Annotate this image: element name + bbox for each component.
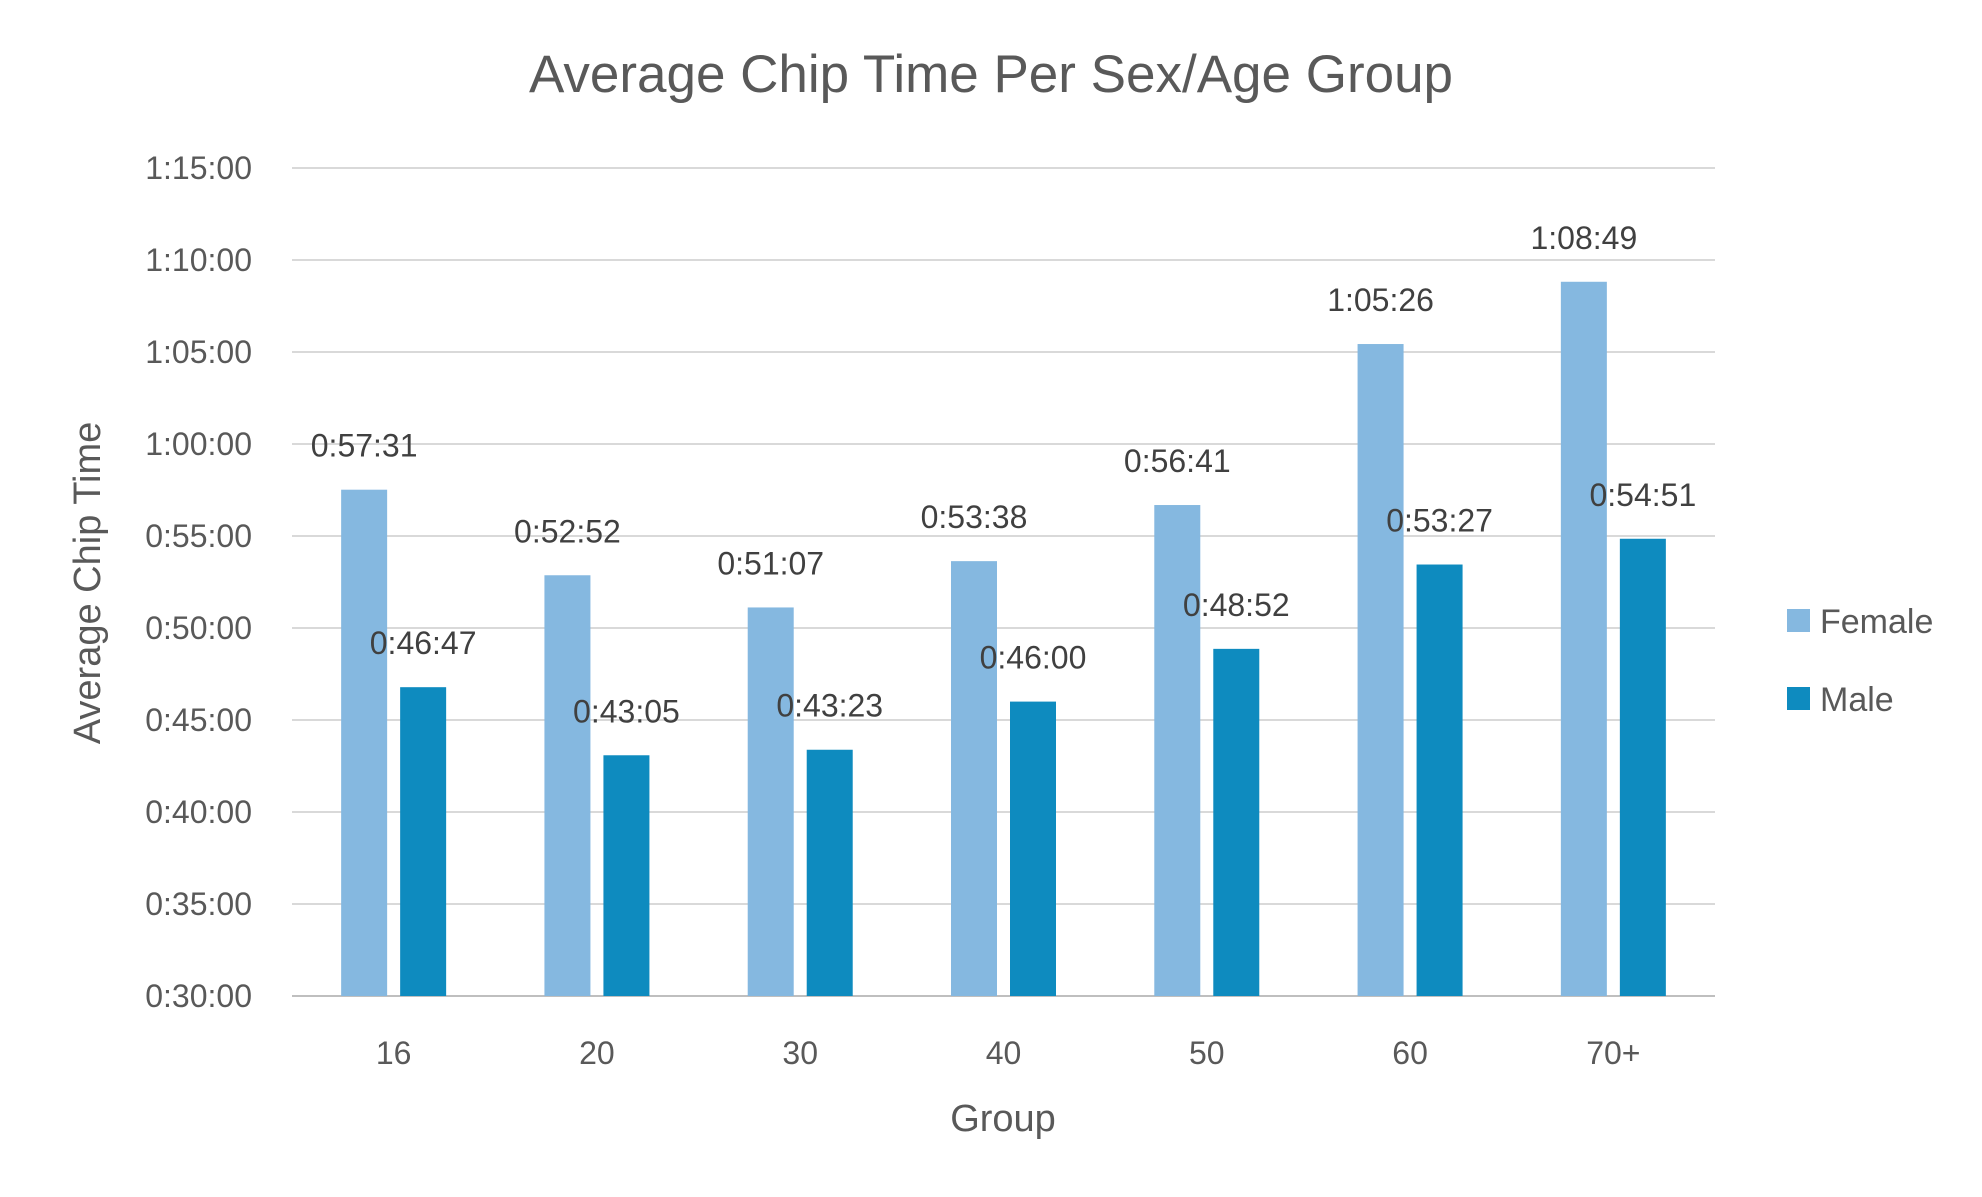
- data-label-female-20: 0:52:52: [514, 513, 621, 549]
- legend-swatch-male: [1787, 687, 1810, 710]
- y-axis-ticks: 0:30:00 0:35:00 0:40:00 0:45:00 0:50:00 0:55:…: [145, 150, 252, 1014]
- bar-female-30: [747, 607, 794, 996]
- bar-male-20: [603, 755, 650, 996]
- y-tick-label: 0:50:00: [145, 610, 252, 646]
- y-tick-label: 0:40:00: [145, 794, 252, 830]
- bar-female-20: [544, 575, 591, 996]
- bar-male-70+: [1619, 538, 1666, 996]
- y-tick-label: 1:00:00: [145, 426, 252, 462]
- data-label-male-50: 0:48:52: [1183, 587, 1290, 623]
- bar-female-16: [341, 489, 388, 996]
- bar-male-40: [1010, 701, 1056, 996]
- bars: [341, 281, 1666, 997]
- data-label-male-70+: 0:54:51: [1589, 477, 1696, 513]
- x-tick-label: 16: [376, 1035, 412, 1071]
- x-tick-label: 30: [782, 1035, 818, 1071]
- data-label-male-16: 0:46:47: [370, 625, 477, 661]
- gridlines: [292, 167, 1715, 997]
- y-axis-title: Average Chip Time: [67, 422, 109, 744]
- y-tick-label: 0:30:00: [145, 978, 252, 1014]
- bar-female-70+: [1560, 281, 1607, 997]
- data-label-male-30: 0:43:23: [776, 688, 883, 724]
- legend: Female Male: [1787, 603, 1933, 719]
- legend-label-male: Male: [1820, 681, 1894, 719]
- bar-female-60: [1357, 344, 1404, 996]
- data-label-female-60: 1:05:26: [1327, 282, 1434, 318]
- data-label-female-40: 0:53:38: [921, 499, 1028, 535]
- y-tick-label: 0:55:00: [145, 518, 252, 554]
- x-axis-ticks: 16 20 30 40 50 60 70+: [376, 1035, 1641, 1071]
- legend-label-female: Female: [1820, 603, 1933, 641]
- y-tick-label: 0:35:00: [145, 886, 252, 922]
- x-tick-label: 20: [579, 1035, 615, 1071]
- data-label-male-20: 0:43:05: [573, 693, 680, 729]
- data-labels: 0:57:31 0:46:47 0:52:52 0:43:05 0:51:07 0:43:…: [311, 220, 1696, 729]
- data-label-female-50: 0:56:41: [1124, 443, 1231, 479]
- data-label-female-30: 0:51:07: [717, 545, 824, 581]
- data-label-female-16: 0:57:31: [311, 428, 418, 464]
- data-label-male-40: 0:46:00: [980, 640, 1087, 676]
- y-tick-label: 1:05:00: [145, 334, 252, 370]
- chart-title: Average Chip Time Per Sex/Age Group: [529, 45, 1453, 104]
- bar-female-40: [951, 561, 997, 996]
- data-label-male-60: 0:53:27: [1386, 503, 1493, 539]
- data-label-female-70+: 1:08:49: [1530, 220, 1637, 256]
- bar-female-50: [1154, 505, 1201, 996]
- bar-male-30: [806, 749, 853, 996]
- bar-male-60: [1416, 564, 1463, 996]
- y-tick-label: 0:45:00: [145, 702, 252, 738]
- legend-swatch-female: [1787, 609, 1810, 632]
- bar-male-16: [400, 687, 447, 996]
- y-tick-label: 1:10:00: [145, 242, 252, 278]
- bar-male-50: [1213, 648, 1260, 996]
- x-tick-label: 70+: [1586, 1035, 1640, 1071]
- x-tick-label: 40: [986, 1035, 1022, 1071]
- y-tick-label: 1:15:00: [145, 150, 252, 186]
- x-tick-label: 60: [1392, 1035, 1428, 1071]
- x-axis-title: Group: [950, 1098, 1056, 1140]
- x-tick-label: 50: [1189, 1035, 1225, 1071]
